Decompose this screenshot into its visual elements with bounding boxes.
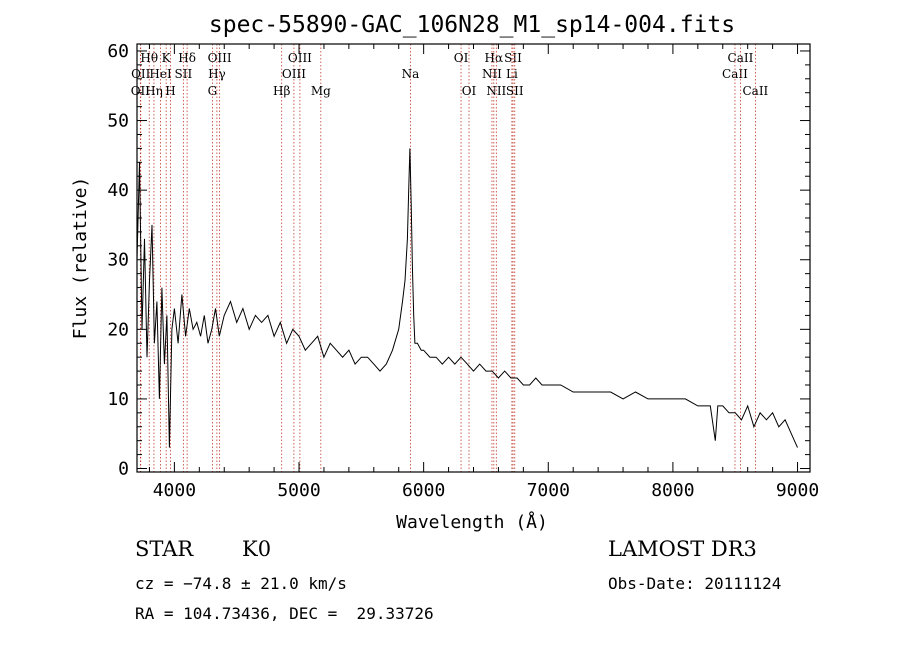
obs-date: Obs-Date: 20111124 — [608, 574, 782, 593]
line-label: NII — [482, 67, 502, 81]
y-axis-label: Flux (relative) — [70, 177, 91, 340]
survey-name: LAMOST DR3 — [608, 537, 757, 561]
x-tick-label: 5000 — [277, 480, 320, 501]
x-tick-label: 6000 — [402, 480, 445, 501]
line-label: CaII — [722, 67, 748, 81]
y-tick-label: 0 — [118, 459, 129, 480]
line-markers: OIIOIIHθHηHeIKHSIIHδGHγOIIIHβOIIIOIIIMgN… — [131, 44, 769, 472]
spectrum-line — [136, 148, 798, 448]
x-tick-label: 9000 — [776, 480, 819, 501]
line-label: H — [165, 84, 175, 98]
line-label: Hη — [145, 84, 163, 98]
y-tick-label: 60 — [107, 41, 129, 62]
line-label: Mg — [311, 84, 331, 98]
y-tick-label: 20 — [107, 319, 129, 340]
line-label: Hβ — [273, 84, 290, 98]
x-tick-label: 7000 — [527, 480, 570, 501]
axis-ticks: 4000 5000 6000 7000 8000 9000 0 10 20 30 40 50 60 — [107, 41, 819, 501]
line-label: SII — [175, 67, 193, 81]
line-label: Na — [402, 67, 420, 81]
line-label: CaII — [742, 84, 768, 98]
coordinates: RA = 104.73436, DEC = 29.33726 — [135, 604, 434, 623]
line-label: SII — [506, 84, 524, 98]
line-label: OIII — [208, 51, 232, 65]
object-class: STAR — [135, 537, 194, 561]
x-tick-label: 8000 — [651, 480, 694, 501]
x-axis-label: Wavelength (Å) — [396, 511, 548, 533]
line-label: Hα — [485, 51, 504, 65]
line-label: Hδ — [178, 51, 196, 65]
plot-frame — [136, 43, 811, 473]
y-tick-label: 50 — [107, 111, 129, 132]
y-tick-label: 30 — [107, 250, 129, 271]
line-label: K — [162, 51, 172, 65]
redshift-cz: cz = −74.8 ± 21.0 km/s — [135, 574, 347, 593]
line-label: Hγ — [208, 67, 226, 81]
x-tick-label: 4000 — [153, 480, 196, 501]
line-label: SII — [504, 51, 522, 65]
object-subclass: K0 — [242, 537, 272, 561]
y-tick-label: 10 — [107, 389, 129, 410]
line-label: NII — [486, 84, 506, 98]
line-label: OI — [454, 51, 469, 65]
y-tick-label: 40 — [107, 180, 129, 201]
line-label: OIII — [288, 51, 312, 65]
line-label: Hθ — [140, 51, 158, 65]
line-label: OI — [462, 84, 477, 98]
line-label: OIII — [282, 67, 306, 81]
line-label: G — [208, 84, 218, 98]
line-label: HeI — [149, 67, 172, 81]
line-label: Li — [506, 67, 518, 81]
chart-title: spec-55890-GAC_106N28_M1_sp14-004.fits — [209, 12, 735, 38]
line-label: CaII — [728, 51, 754, 65]
line-label: OII — [131, 67, 151, 81]
